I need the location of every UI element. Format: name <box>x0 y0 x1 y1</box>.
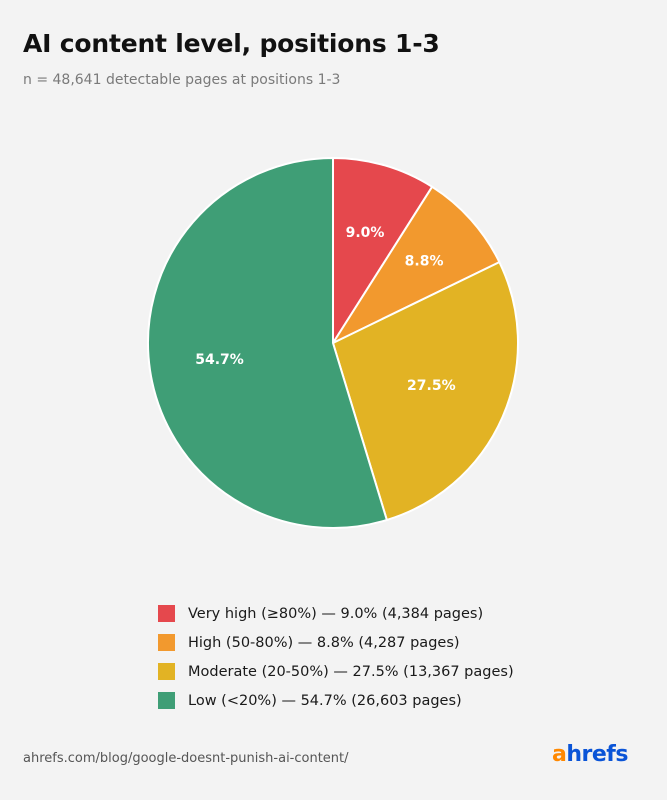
legend-item-moderate: Moderate (20-50%) — 27.5% (13,367 pages) <box>158 657 514 686</box>
pie-slices <box>147 157 519 529</box>
pie-label-very-high: 9.0% <box>346 225 385 241</box>
legend: Very high (≥80%) — 9.0% (4,384 pages) Hi… <box>158 599 514 715</box>
chart-title: AI content level, positions 1-3 <box>23 29 440 58</box>
pie-chart: 9.0% 8.8% 27.5% 54.7% <box>147 157 519 529</box>
pie-slice-high <box>332 185 501 344</box>
legend-swatch-moderate <box>158 663 175 680</box>
pie-label-moderate: 27.5% <box>407 378 456 394</box>
pie-slice-low <box>147 157 388 529</box>
ahrefs-logo: ahrefs <box>552 742 628 767</box>
chart-subtitle: n = 48,641 detectable pages at positions… <box>23 72 341 88</box>
legend-swatch-very-high <box>158 605 175 622</box>
pie-label-low: 54.7% <box>195 352 244 368</box>
legend-swatch-high <box>158 634 175 651</box>
pie-labels: 9.0% 8.8% 27.5% 54.7% <box>195 225 455 394</box>
legend-item-low: Low (<20%) — 54.7% (26,603 pages) <box>158 686 514 715</box>
legend-label-very-high: Very high (≥80%) — 9.0% (4,384 pages) <box>188 605 484 622</box>
legend-item-very-high: Very high (≥80%) — 9.0% (4,384 pages) <box>158 599 514 628</box>
source-url: ahrefs.com/blog/google-doesnt-punish-ai-… <box>23 751 349 766</box>
legend-item-high: High (50-80%) — 8.8% (4,287 pages) <box>158 628 514 657</box>
pie-slice-very-high <box>332 157 434 344</box>
legend-label-low: Low (<20%) — 54.7% (26,603 pages) <box>188 692 462 709</box>
pie-label-high: 8.8% <box>405 254 444 270</box>
pie-slice-moderate <box>332 261 519 521</box>
legend-label-high: High (50-80%) — 8.8% (4,287 pages) <box>188 634 460 651</box>
legend-label-moderate: Moderate (20-50%) — 27.5% (13,367 pages) <box>188 663 514 680</box>
legend-swatch-low <box>158 692 175 709</box>
